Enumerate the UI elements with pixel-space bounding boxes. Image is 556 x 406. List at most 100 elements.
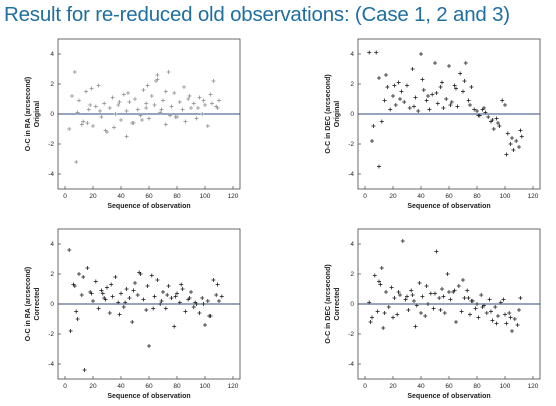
y-tick-label: 2 (350, 271, 354, 278)
data-point (166, 70, 171, 74)
x-axis-label: Sequence of observation (107, 203, 190, 210)
data-point (191, 101, 196, 106)
data-point (180, 107, 185, 112)
data-point (219, 294, 224, 299)
data-point (441, 106, 446, 110)
data-point (191, 305, 196, 309)
chart-dec-corrected: 0 20 40 60 80 100 120 -4 -2 0 2 4 Sequence of observ… (325, 228, 541, 400)
data-point (518, 128, 523, 133)
data-point (119, 118, 123, 122)
data-point (414, 303, 419, 308)
data-point (215, 106, 220, 110)
data-point (412, 299, 416, 303)
x-tick-label: 80 (173, 193, 181, 200)
data-point (161, 98, 165, 103)
x-tick-label: 100 (200, 193, 211, 200)
x-tick-label: 40 (117, 383, 125, 390)
data-point (173, 115, 178, 119)
data-point (473, 306, 478, 311)
x-tick-label: 60 (445, 193, 453, 200)
data-point (514, 139, 519, 143)
data-point (487, 297, 492, 302)
data-point (371, 124, 376, 128)
data-point (392, 296, 397, 300)
data-point (138, 113, 143, 118)
data-point (379, 266, 384, 270)
data-point (144, 106, 149, 110)
data-point (211, 79, 216, 83)
data-point (438, 308, 443, 312)
data-point (124, 134, 129, 139)
data-point (91, 124, 95, 128)
y-axis-label: O-C in DEC (arcsecond) (325, 264, 332, 343)
data-point (441, 294, 446, 299)
y-tick-label: 4 (350, 241, 354, 248)
data-point (419, 311, 423, 315)
data-point (419, 52, 423, 56)
data-point (447, 290, 451, 294)
data-point (398, 97, 402, 101)
x-axis-label: Sequence of observation (407, 203, 490, 210)
data-point (484, 311, 489, 315)
x-tick-label: 120 (528, 193, 539, 200)
data-point (102, 101, 107, 106)
data-point (496, 314, 500, 318)
data-point (189, 290, 193, 294)
y-tick-label: 2 (50, 81, 54, 88)
data-point (462, 296, 467, 300)
x-tick-label: 80 (473, 193, 481, 200)
data-point (141, 297, 146, 302)
data-point (217, 98, 221, 103)
data-point (96, 83, 101, 88)
data-point (377, 76, 381, 80)
data-point (417, 281, 422, 285)
data-point (67, 127, 72, 131)
data-point (447, 64, 451, 68)
data-point (399, 89, 404, 94)
data-point (166, 284, 171, 288)
data-point (113, 112, 118, 116)
data-point (384, 73, 388, 77)
data-point (98, 109, 102, 113)
data-point (433, 291, 437, 296)
data-point (501, 297, 506, 302)
data-point (489, 309, 493, 314)
data-point (483, 110, 488, 115)
data-point (88, 103, 93, 107)
y-tick-label: 0 (50, 111, 54, 118)
data-point (168, 113, 172, 118)
data-point (74, 160, 79, 164)
data-point (465, 288, 470, 293)
data-point (420, 77, 425, 82)
data-point (155, 278, 160, 282)
data-point (126, 91, 130, 95)
data-point (163, 122, 168, 127)
data-point (395, 312, 400, 317)
data-point (103, 128, 108, 133)
data-point (468, 103, 472, 107)
data-point (512, 317, 517, 321)
data-point (496, 121, 500, 125)
data-point (494, 116, 499, 121)
data-point (86, 107, 91, 112)
x-tick-label: 60 (445, 383, 453, 390)
data-point (72, 70, 77, 74)
y-tick-label: 4 (50, 51, 54, 58)
data-point (435, 101, 440, 106)
data-point (410, 293, 415, 297)
data-point (377, 279, 381, 284)
data-point (378, 282, 383, 287)
data-point (400, 239, 405, 243)
data-point (462, 79, 467, 83)
data-point (127, 296, 132, 300)
data-point (454, 86, 458, 91)
data-point (504, 321, 509, 326)
data-point (93, 279, 98, 284)
y-tick-label: -4 (48, 171, 54, 178)
data-point (82, 368, 87, 372)
data-point (438, 85, 443, 89)
data-point (486, 115, 491, 119)
data-point (398, 293, 402, 297)
data-point (99, 115, 104, 119)
data-point (144, 308, 149, 312)
